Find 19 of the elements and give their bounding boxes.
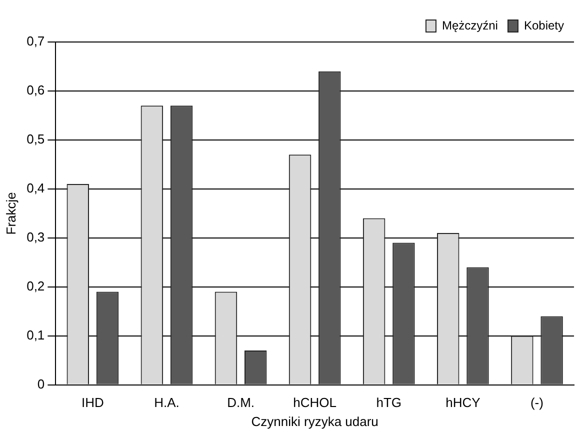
y-tick-label: 0,4 [26,180,45,196]
x-tick-label: D.M. [227,395,255,410]
x-tick-label: (-) [530,395,544,410]
y-tick-label: 0,2 [26,278,45,294]
legend-label: Kobiety [524,18,564,32]
y-tick-label: 0,6 [26,82,45,98]
y-axis-title: Frakcje [3,192,18,235]
x-tick-label: IHD [82,395,104,410]
y-tick-label: 0,1 [26,327,45,342]
x-tick-label: hHCY [446,395,481,410]
y-tick-label: 0 [37,376,45,392]
y-tick-label: 0,7 [26,34,45,49]
x-tick-label: hTG [376,395,402,410]
y-tick-label: 0,5 [26,132,45,147]
legend-label: Mężczyźni [442,18,498,32]
y-tick-label: 0,3 [26,229,45,244]
x-axis-title: Czynniki ryzyka udaru [251,414,378,429]
x-tick-label: hCHOL [293,395,337,410]
x-tick-label: H.A. [154,395,180,410]
